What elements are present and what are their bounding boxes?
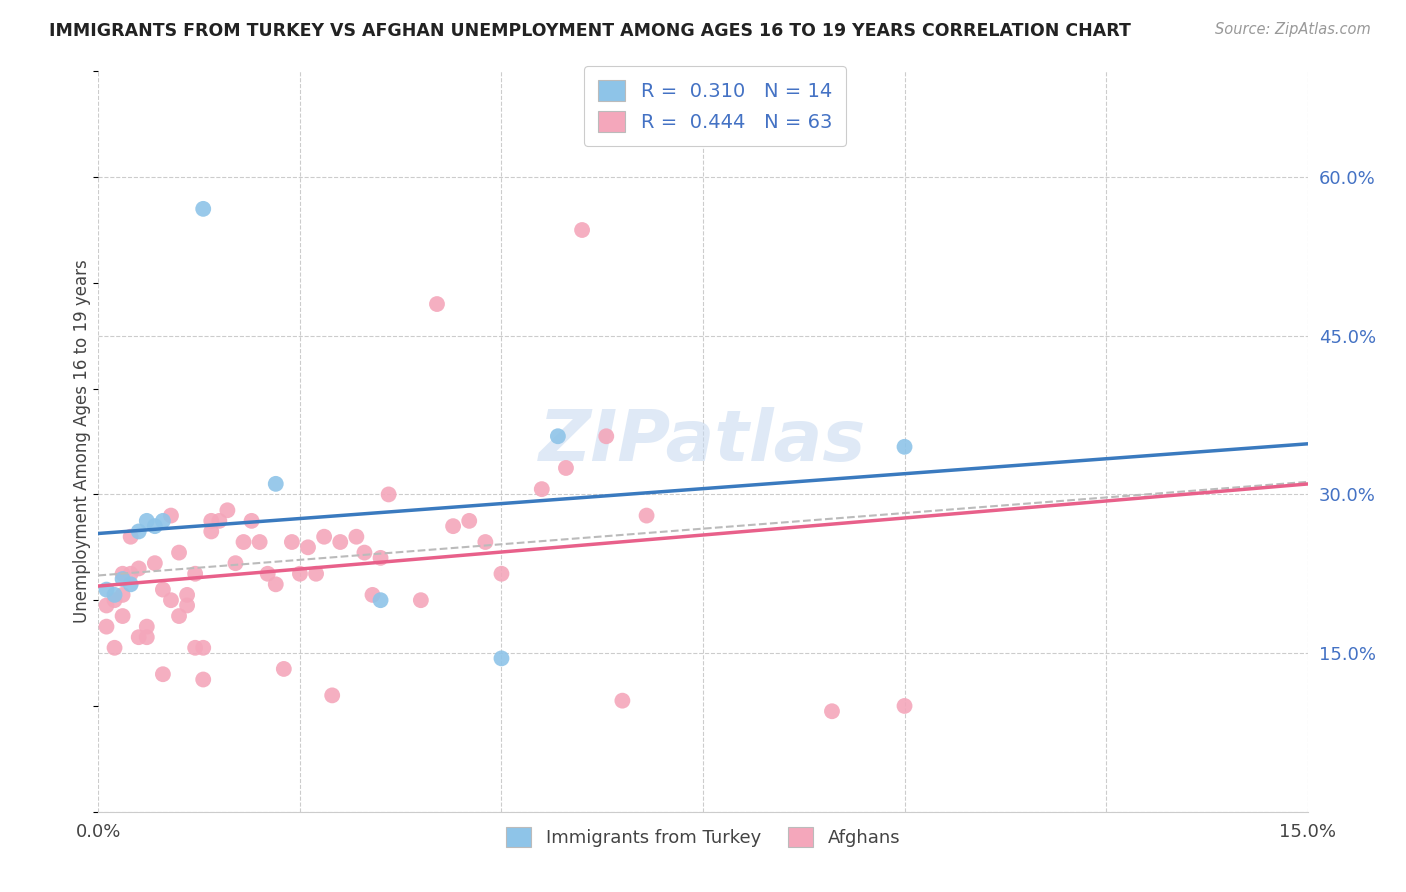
Point — [111, 609, 134, 624]
Point — [128, 524, 150, 539]
Point — [314, 530, 336, 544]
Point — [120, 566, 142, 581]
Point — [426, 297, 449, 311]
Point — [128, 561, 150, 575]
Point — [441, 519, 464, 533]
Point — [184, 566, 207, 581]
Point — [595, 429, 617, 443]
Point — [329, 535, 352, 549]
Text: IMMIGRANTS FROM TURKEY VS AFGHAN UNEMPLOYMENT AMONG AGES 16 TO 19 YEARS CORRELAT: IMMIGRANTS FROM TURKEY VS AFGHAN UNEMPLO… — [49, 22, 1130, 40]
Point — [120, 530, 142, 544]
Point — [96, 582, 118, 597]
Point — [491, 566, 513, 581]
Point — [96, 599, 118, 613]
Point — [128, 630, 150, 644]
Point — [249, 535, 271, 549]
Point — [193, 673, 215, 687]
Point — [321, 689, 343, 703]
Point — [96, 620, 118, 634]
Point — [474, 535, 496, 549]
Point — [821, 704, 844, 718]
Point — [193, 202, 215, 216]
Point — [264, 577, 287, 591]
Point — [370, 593, 392, 607]
Point — [152, 667, 174, 681]
Point — [409, 593, 432, 607]
Point — [160, 593, 183, 607]
Point — [893, 440, 915, 454]
Point — [152, 582, 174, 597]
Point — [111, 566, 134, 581]
Point — [176, 599, 198, 613]
Point — [377, 487, 399, 501]
Point — [491, 651, 513, 665]
Point — [361, 588, 384, 602]
Point — [217, 503, 239, 517]
Y-axis label: Unemployment Among Ages 16 to 19 years: Unemployment Among Ages 16 to 19 years — [73, 260, 91, 624]
Point — [135, 630, 157, 644]
Point — [200, 524, 222, 539]
Point — [200, 514, 222, 528]
Point — [135, 620, 157, 634]
Point — [160, 508, 183, 523]
Point — [143, 519, 166, 533]
Point — [547, 429, 569, 443]
Point — [458, 514, 481, 528]
Point — [111, 588, 134, 602]
Point — [264, 476, 287, 491]
Point — [184, 640, 207, 655]
Point — [224, 556, 246, 570]
Point — [893, 698, 915, 713]
Point — [103, 588, 125, 602]
Point — [176, 588, 198, 602]
Point — [353, 546, 375, 560]
Point — [555, 461, 578, 475]
Point — [111, 572, 134, 586]
Text: Source: ZipAtlas.com: Source: ZipAtlas.com — [1215, 22, 1371, 37]
Point — [193, 640, 215, 655]
Point — [344, 530, 367, 544]
Point — [273, 662, 295, 676]
Point — [135, 514, 157, 528]
Point — [530, 482, 553, 496]
Point — [288, 566, 311, 581]
Point — [240, 514, 263, 528]
Text: ZIPatlas: ZIPatlas — [540, 407, 866, 476]
Point — [103, 640, 125, 655]
Point — [612, 694, 634, 708]
Point — [143, 556, 166, 570]
Point — [281, 535, 304, 549]
Point — [305, 566, 328, 581]
Point — [167, 609, 190, 624]
Point — [571, 223, 593, 237]
Point — [167, 546, 190, 560]
Point — [370, 550, 392, 565]
Point — [120, 577, 142, 591]
Point — [103, 593, 125, 607]
Point — [256, 566, 278, 581]
Point — [152, 514, 174, 528]
Point — [297, 541, 319, 555]
Point — [232, 535, 254, 549]
Legend: Immigrants from Turkey, Afghans: Immigrants from Turkey, Afghans — [499, 820, 907, 855]
Point — [208, 514, 231, 528]
Point — [636, 508, 658, 523]
